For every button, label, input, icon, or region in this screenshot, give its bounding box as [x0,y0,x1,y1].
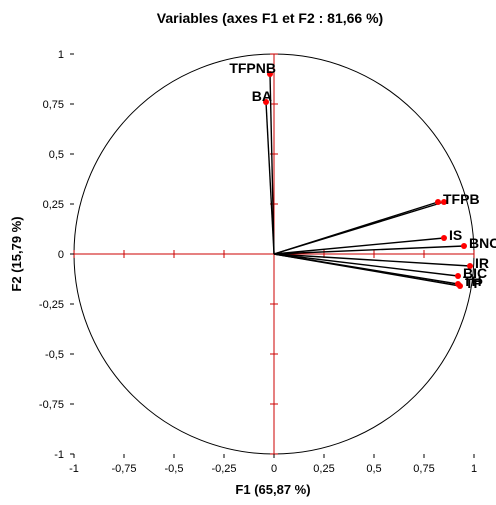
variable-point [441,199,447,205]
variable-point [467,263,473,269]
y-tick-label: -0,75 [39,399,64,411]
variable-point [263,99,269,105]
variable-vector [273,253,461,287]
variable-label: TH [463,273,482,289]
x-tick-label: 1 [471,463,477,475]
x-tick-label: 0,25 [313,463,334,475]
chart-title: Variables (axes F1 et F2 : 81,66 %) [157,10,383,26]
variable-vector [265,101,275,255]
y-tick-label: -0,5 [45,349,64,361]
x-tick-label: 0,5 [366,463,381,475]
variable-vector [273,253,471,267]
y-tick-label: 0 [58,249,64,261]
variable-label: IS [449,227,462,243]
variable-label: TP [465,275,483,291]
variable-label: BIC [463,265,487,281]
variable-label: IR [475,255,489,271]
variable-point [267,71,273,77]
x-tick-label: 0 [271,463,277,475]
variable-point [461,243,467,249]
y-tick-label: -0,25 [39,299,64,311]
y-tick-label: 0,25 [43,199,64,211]
variable-label: TFPNB [229,60,276,76]
variable-vector [273,201,445,255]
y-tick-label: 0,5 [49,149,64,161]
variable-point [441,235,447,241]
variable-label: BNC [469,235,496,251]
x-tick-label: 0,75 [413,463,434,475]
x-tick-label: -0,75 [111,463,136,475]
variable-vector [269,73,275,255]
x-tick-label: -0,5 [165,463,184,475]
y-tick-label: 1 [58,49,64,61]
variable-vector [273,245,465,255]
x-axis-label: F1 (65,87 %) [235,482,310,497]
x-tick-label: -0,25 [211,463,236,475]
y-axis-label: F2 (15,79 %) [9,216,24,291]
x-tick-label: -1 [69,463,79,475]
variable-vector [273,253,459,277]
variable-point [457,283,463,289]
variable-vector [273,237,445,255]
variable-label: BA [252,88,272,104]
variable-point [455,273,461,279]
variable-point [435,199,441,205]
y-tick-label: 0,75 [43,99,64,111]
y-tick-label: -1 [54,449,64,461]
variable-label: TFPB [443,191,480,207]
